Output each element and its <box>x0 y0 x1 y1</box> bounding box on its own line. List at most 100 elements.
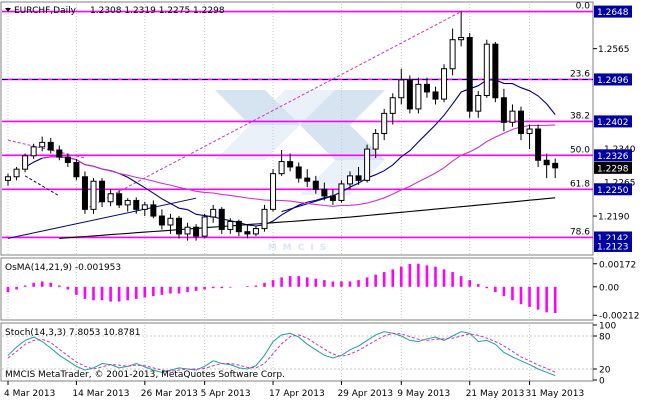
price-axis-label: 1.2298 <box>594 161 632 174</box>
candle <box>287 153 294 172</box>
price-panel-frame <box>0 1 594 256</box>
candle <box>398 68 405 105</box>
candle <box>158 209 165 230</box>
price-label-text: 1.2142 <box>597 234 629 244</box>
stochastic-lines <box>2 331 593 377</box>
candle-body <box>415 83 422 110</box>
candle <box>133 197 140 214</box>
date-tick-label: 5 Apr 2013 <box>201 389 251 399</box>
trend-line <box>7 197 197 239</box>
candle <box>244 224 251 239</box>
candle-body <box>381 112 388 134</box>
fib-level-label: 23.6 <box>570 69 590 79</box>
price-axis-label: 1.2326 <box>594 149 632 162</box>
candle-body <box>210 208 217 218</box>
candle-body <box>81 176 88 210</box>
candle-body <box>270 173 277 210</box>
ma-mid-line <box>42 124 556 207</box>
candle <box>5 173 11 186</box>
candle-body <box>338 183 345 201</box>
candle <box>184 222 191 241</box>
price-label-text: 1.2402 <box>597 118 629 128</box>
candle-body <box>227 220 234 230</box>
price-tick-label: 1.2190 <box>598 213 630 223</box>
candle <box>193 224 200 241</box>
candle-body <box>475 95 482 112</box>
price-label-text: 1.2648 <box>597 8 629 18</box>
candle-body <box>466 36 473 112</box>
candle <box>22 153 29 173</box>
date-tick-label: 26 Mar 2013 <box>141 389 198 399</box>
osma-tick-label: 0.00 <box>599 283 619 293</box>
candle-body <box>13 168 20 178</box>
candle <box>73 158 80 181</box>
stoch-signal-line <box>7 332 556 373</box>
price-label-bg <box>594 115 632 128</box>
stoch-tick-label: 20 <box>599 366 611 376</box>
candle-body <box>278 161 285 175</box>
candle-body <box>39 141 46 148</box>
date-tick-label: 4 Mar 2013 <box>4 389 55 399</box>
candle-body <box>176 217 182 235</box>
candle-body <box>329 195 336 201</box>
candle <box>355 166 362 185</box>
candle <box>227 218 234 234</box>
fib-level-label: 50.0 <box>570 145 590 155</box>
osma-panel-frame <box>0 257 594 321</box>
candle-body <box>432 91 439 100</box>
stoch-tick-label: 80 <box>599 333 611 343</box>
candle-body <box>99 180 106 203</box>
watermark: MMCIS <box>215 90 385 253</box>
candle <box>500 88 507 132</box>
candle <box>389 93 396 125</box>
candle-body <box>509 110 516 123</box>
candle <box>483 39 490 98</box>
candle-body <box>364 148 371 181</box>
candle <box>543 153 550 179</box>
price-label-text: 1.2250 <box>597 186 629 196</box>
chevron-down-icon[interactable] <box>5 8 11 12</box>
candle-body <box>133 199 140 210</box>
grid <box>7 4 531 380</box>
symbol-label: EURCHF,Daily <box>14 6 77 16</box>
candle <box>304 169 311 188</box>
price-axis-label: 1.2250 <box>594 183 632 196</box>
candle <box>381 108 388 141</box>
candle <box>441 64 448 103</box>
price-label-text: 1.2298 <box>597 164 629 174</box>
candlesticks <box>5 11 559 241</box>
candle <box>235 219 242 237</box>
candle <box>475 91 482 118</box>
candle <box>150 200 157 219</box>
candle <box>372 129 379 159</box>
candle-body <box>406 79 413 110</box>
candle-body <box>500 97 507 123</box>
osma-histogram <box>6 263 557 314</box>
price-label-bg <box>594 183 632 196</box>
osma-tick-label: 0.00172 <box>599 260 636 270</box>
watermark-text: MMCIS <box>268 243 332 253</box>
candle-body <box>492 43 499 99</box>
candle-body <box>193 226 200 237</box>
candle-body <box>518 110 524 134</box>
copyright-footer: MMCIS MetaTrader, © 2001-2013, MetaQuote… <box>5 370 285 380</box>
axes: 1.25651.21901.23401.22651.26481.24961.24… <box>4 5 639 399</box>
fib-level-label: 38.2 <box>570 111 590 121</box>
candle-body <box>218 208 225 230</box>
candle-body <box>312 180 319 190</box>
candle-body <box>124 199 131 206</box>
osma-tick-label: -0.00212 <box>599 312 639 322</box>
fib-level-label: 78.6 <box>570 227 590 237</box>
candle-body <box>526 128 533 134</box>
date-tick-label: 31 May 2013 <box>526 389 585 399</box>
candle <box>432 86 439 105</box>
candle <box>47 137 54 154</box>
candle-body <box>441 68 448 100</box>
candle <box>449 28 456 76</box>
candle <box>312 175 319 194</box>
candle <box>364 144 371 183</box>
candle-body <box>184 226 191 235</box>
candle-body <box>543 159 550 166</box>
candle-body <box>56 149 63 158</box>
